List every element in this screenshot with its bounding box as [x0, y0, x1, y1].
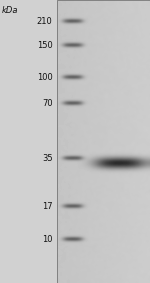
Text: 150: 150 [37, 41, 52, 50]
Text: 10: 10 [42, 235, 52, 244]
Text: 100: 100 [37, 73, 52, 82]
Text: 210: 210 [37, 17, 52, 26]
Text: 17: 17 [42, 202, 52, 211]
Text: kDa: kDa [2, 6, 18, 15]
Text: 35: 35 [42, 154, 52, 163]
Bar [57, 0, 150, 283]
Text: 70: 70 [42, 99, 52, 108]
